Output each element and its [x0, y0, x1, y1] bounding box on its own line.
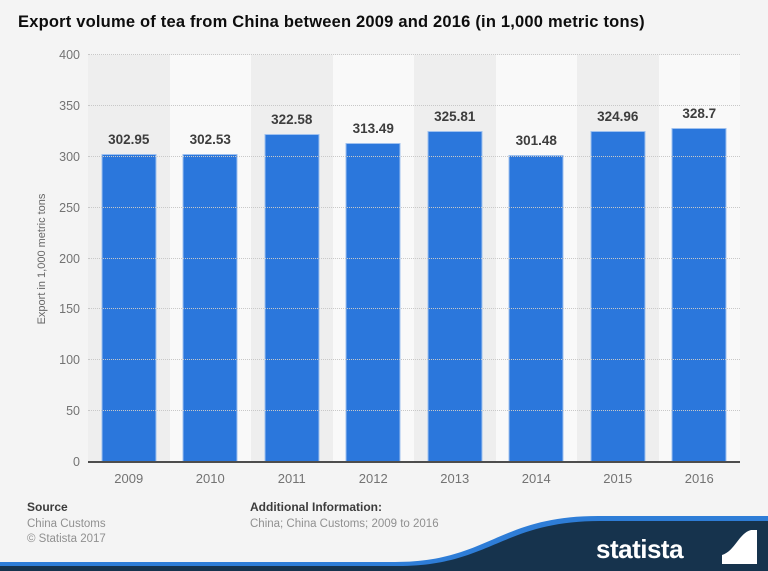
value-label-2015: 324.96: [597, 109, 639, 125]
bar-2013[interactable]: [427, 130, 483, 462]
gridline-100: [88, 359, 740, 361]
x-axis-label-2014: 2014: [521, 471, 551, 486]
chart-column-2015: 324.96 2015: [577, 55, 659, 486]
gridline-200: [88, 257, 740, 259]
additional-info-label: Additional Information:: [250, 500, 382, 514]
x-axis-label-2015: 2015: [603, 471, 633, 486]
gridline-50: [88, 410, 740, 412]
gridline-150: [88, 308, 740, 310]
y-tick-100: 100: [59, 353, 80, 368]
bar-2011[interactable]: [264, 133, 320, 462]
x-axis-label-2009: 2009: [114, 471, 144, 486]
value-label-2012: 313.49: [352, 121, 394, 137]
gridline-300: [88, 155, 740, 157]
value-label-2016: 328.7: [682, 105, 717, 121]
x-axis-label-2011: 2011: [277, 471, 306, 486]
chart-column-2009: 302.95 2009: [88, 55, 170, 486]
plot-area: 328.7 2016 324.96 2015 301.48 2014 325.81 2013 3…: [88, 54, 740, 486]
additional-info-block: Additional Information: China; China Cus…: [250, 500, 439, 532]
y-axis-ticks: 0 50 100 150 200 250 300 350 400: [0, 48, 80, 469]
y-tick-200: 200: [59, 251, 80, 266]
statista-banner: statista: [0, 516, 768, 571]
chart-column-2011: 322.58 2011: [251, 55, 333, 486]
bar-2015[interactable]: [590, 131, 646, 462]
source-label: Source: [27, 500, 68, 514]
source-block: Source China Customs © Statista 2017: [27, 500, 106, 547]
bar-2012[interactable]: [345, 143, 401, 462]
value-label-2014: 301.48: [515, 133, 557, 149]
value-label-2013: 325.81: [434, 108, 476, 124]
chart-column-2010: 302.53 2010: [169, 55, 251, 486]
chart-title: Export volume of tea from China between …: [18, 13, 645, 31]
y-tick-150: 150: [59, 302, 80, 317]
y-tick-0: 0: [73, 455, 80, 469]
value-label-2010: 302.53: [189, 132, 231, 148]
x-axis-label-2012: 2012: [358, 471, 388, 486]
x-axis-label-2016: 2016: [684, 471, 714, 486]
y-tick-300: 300: [59, 149, 80, 164]
chart-column-2013: 325.81 2013: [414, 55, 496, 486]
y-tick-400: 400: [59, 48, 80, 62]
banner-navy-shape: [0, 521, 768, 571]
y-tick-250: 250: [59, 200, 80, 215]
chart-column-2014: 301.48 2014: [495, 55, 577, 486]
gridline-350: [88, 104, 740, 106]
x-axis-label-2010: 2010: [195, 471, 225, 486]
x-axis-label-2013: 2013: [440, 471, 470, 486]
value-label-2011: 322.58: [271, 111, 313, 127]
statista-logo-text: statista: [596, 534, 684, 564]
value-label-2009: 302.95: [108, 131, 150, 147]
y-tick-50: 50: [66, 404, 80, 419]
source-value: China Customs: [27, 518, 106, 530]
x-axis-line: [88, 461, 740, 463]
gridline-250: [88, 206, 740, 208]
additional-info-value: China; China Customs; 2009 to 2016: [250, 518, 439, 530]
y-tick-350: 350: [59, 98, 80, 113]
copyright-text: © Statista 2017: [27, 533, 106, 546]
gridline-400: [88, 54, 740, 55]
statista-logo-icon: [722, 530, 757, 564]
chart-column-2012: 313.49 2012: [332, 55, 414, 486]
chart-column-2016: 328.7 2016: [658, 55, 740, 486]
bar-2016[interactable]: [671, 127, 727, 462]
